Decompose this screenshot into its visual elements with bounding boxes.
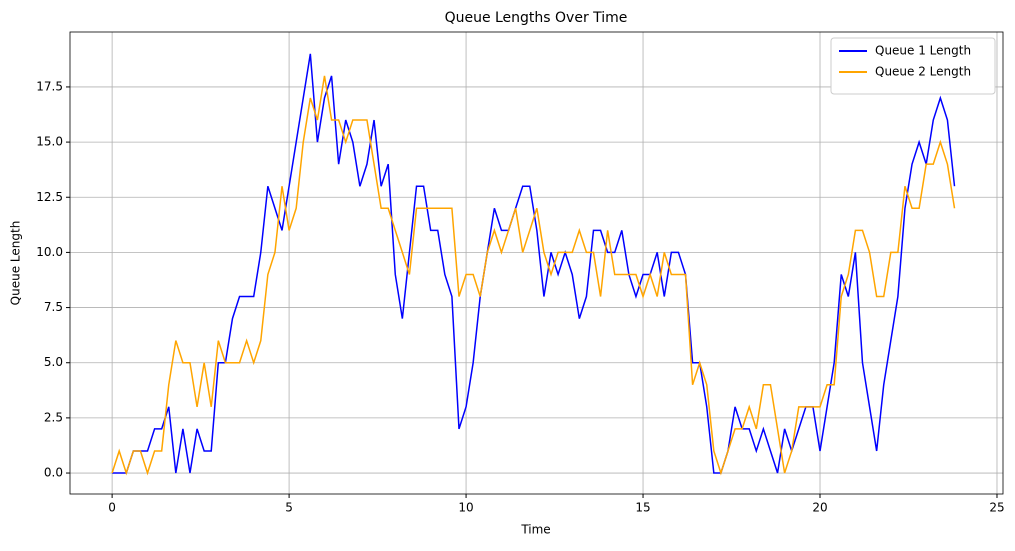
legend-box [830,37,996,95]
y-axis-label: Queue Length [9,221,23,306]
legend-label: Queue 2 Length [875,65,971,79]
y-tick-label: 10.0 [36,245,63,259]
x-tick-label: 5 [285,501,293,515]
x-tick-label: 20 [812,501,827,515]
y-tick-label: 15.0 [36,135,63,149]
chart-title: Queue Lengths Over Time [445,10,628,26]
x-tick-label: 25 [989,501,1004,515]
y-tick-label: 5.0 [44,355,63,369]
y-tick-label: 17.5 [36,79,63,93]
y-tick-label: 2.5 [44,410,63,424]
x-axis-label: Time [520,523,550,537]
y-tick-label: 0.0 [44,466,63,480]
legend-label: Queue 1 Length [875,44,971,58]
series-line [111,75,956,476]
series-line [112,53,956,474]
y-tick-label: 12.5 [36,190,63,204]
y-tick-label: 7.5 [44,300,63,314]
x-tick-label: 15 [635,501,650,515]
plot-frame [69,31,1004,495]
x-tick-label: 0 [108,501,116,515]
x-tick-label: 10 [458,501,473,515]
